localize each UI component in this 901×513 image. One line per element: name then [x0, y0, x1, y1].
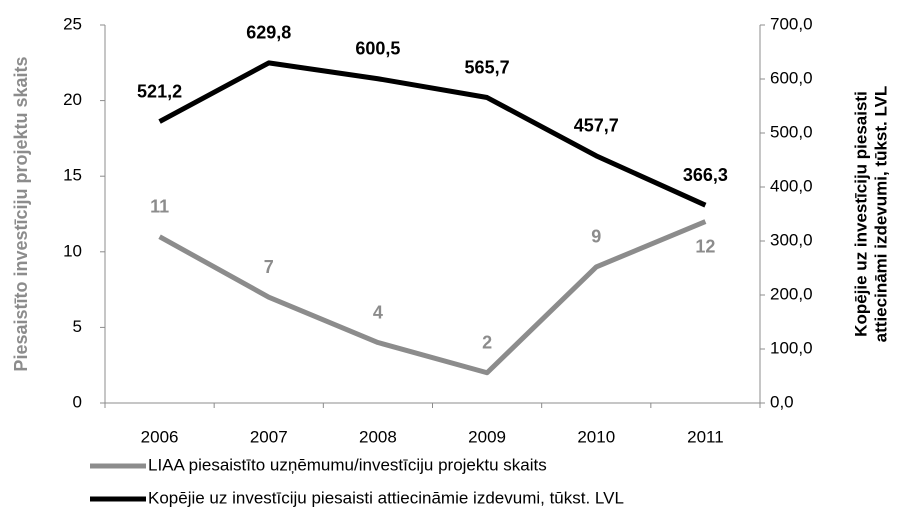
x-tick-label: 2008 [359, 427, 397, 446]
y2-tick-label: 700,0 [770, 14, 813, 33]
y2-axis-label: attiecināmi izdevumi, tūkst. LVL [871, 86, 890, 343]
y2-tick-label: 400,0 [770, 176, 813, 195]
x-tick-label: 2009 [468, 427, 506, 446]
y2-tick-label: 0,0 [770, 392, 794, 411]
y-tick-label: 0 [73, 392, 82, 411]
data-label: 4 [373, 302, 383, 322]
data-label: 11 [150, 196, 169, 216]
y2-tick-label: 300,0 [770, 230, 813, 249]
data-label: 2 [482, 333, 492, 353]
y2-tick-label: 500,0 [770, 122, 813, 141]
line [158, 219, 707, 376]
data-label: 457,7 [574, 116, 619, 136]
data-label: 9 [591, 227, 601, 247]
data-label: 600,5 [355, 38, 400, 58]
y2-axis-label: Kopējie uz investīciju piesaisti [851, 91, 870, 337]
y-tick-label: 20 [63, 90, 82, 109]
x-tick-label: 2007 [250, 427, 288, 446]
y-tick-label: 5 [73, 317, 82, 336]
data-label: 366,3 [683, 165, 728, 185]
x-tick-label: 2010 [577, 427, 615, 446]
x-tick-label: 2006 [141, 427, 179, 446]
data-label: 7 [264, 257, 274, 277]
data-label: 12 [695, 236, 715, 256]
data-label: 521,2 [137, 81, 182, 101]
y2-tick-label: 200,0 [770, 284, 813, 303]
legend-label: LIAA piesaistīto uzņēmumu/investīciju pr… [148, 455, 547, 474]
y-axis-label: Piesaistīto investīciju projektu skaits [11, 56, 31, 371]
data-label: 565,7 [465, 57, 510, 77]
y2-tick-label: 600,0 [770, 68, 813, 87]
line [158, 60, 707, 208]
y-tick-label: 25 [63, 14, 82, 33]
y2-tick-label: 100,0 [770, 338, 813, 357]
y-tick-label: 10 [63, 241, 82, 260]
y-tick-label: 15 [63, 166, 82, 185]
data-label: 629,8 [246, 23, 291, 43]
x-tick-label: 2011 [687, 427, 724, 446]
legend-label: Kopējie uz investīciju piesaisti attieci… [148, 488, 624, 507]
